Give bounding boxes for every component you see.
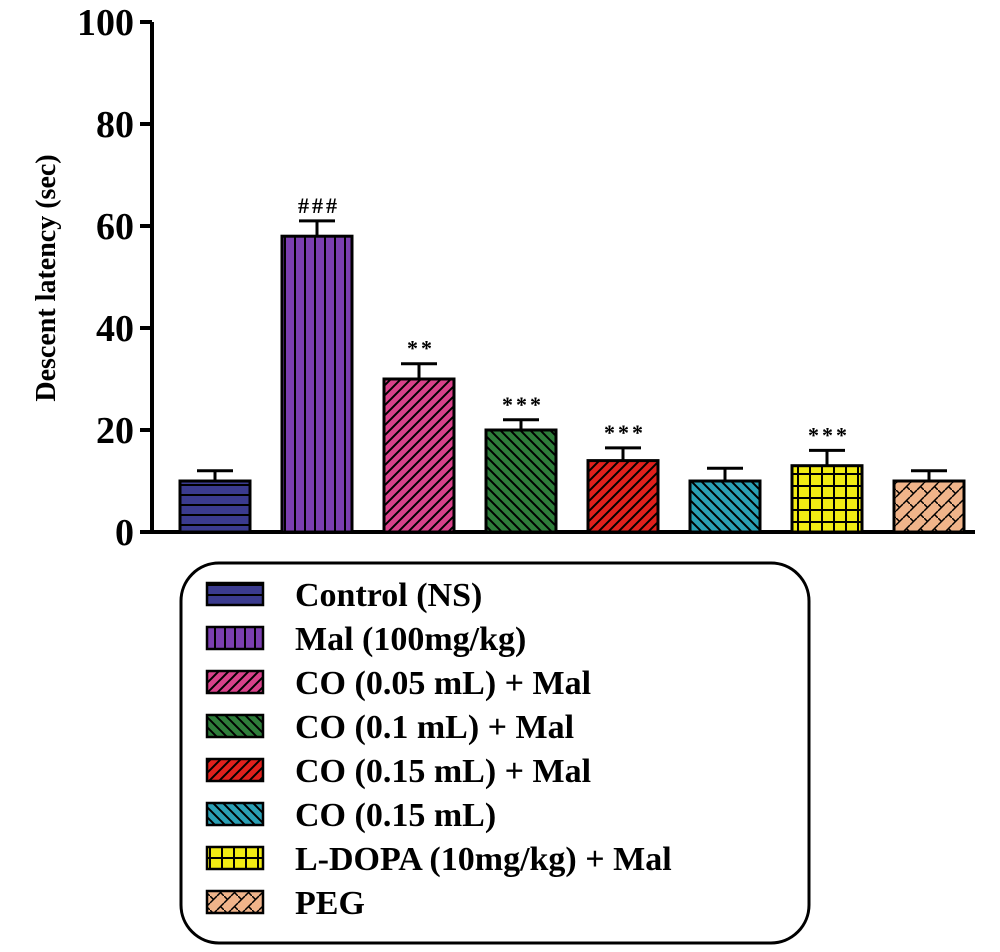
y-tick-label: 0 — [115, 512, 134, 554]
bars: ###******** *** — [178, 193, 966, 534]
legend-label: L-DOPA (10mg/kg) + Mal — [295, 841, 672, 878]
legend-swatch — [205, 581, 265, 607]
bar — [892, 479, 966, 534]
bar — [586, 459, 660, 534]
legend-swatch — [205, 669, 265, 695]
y-tick-label: 60 — [96, 206, 134, 248]
significance-label: ** — [407, 336, 435, 361]
legend-label: CO (0.1 mL) + Mal — [295, 709, 574, 746]
legend-label: CO (0.15 mL) — [295, 797, 496, 834]
significance-label: *** — [808, 422, 850, 447]
legend: Control (NS) Mal (100mg/kg) CO (0.05 mL) +… — [179, 561, 811, 945]
legend-box — [179, 561, 811, 945]
legend-swatch — [205, 713, 265, 739]
y-tick-label: 20 — [96, 410, 134, 452]
y-tick-label: 40 — [96, 308, 134, 350]
legend-label: CO (0.15 mL) + Mal — [295, 753, 591, 790]
y-tick-label: 80 — [96, 104, 134, 146]
significance-label: *** — [502, 392, 544, 417]
bar — [280, 234, 354, 534]
significance-label: ### — [298, 193, 340, 218]
bar — [688, 479, 762, 534]
y-tick-label: 100 — [77, 2, 134, 44]
legend-label: CO (0.05 mL) + Mal — [295, 665, 591, 702]
legend-swatch — [205, 801, 265, 827]
bar — [178, 479, 252, 534]
legend-swatch — [205, 625, 265, 651]
legend-swatch — [205, 757, 265, 783]
bar — [484, 428, 558, 534]
bar — [790, 464, 864, 534]
legend-swatch — [205, 889, 265, 915]
legend-label: Mal (100mg/kg) — [295, 621, 526, 658]
bar — [382, 377, 456, 534]
y-axis-label: Descent latency (sec) — [31, 154, 62, 401]
significance-label: *** — [604, 420, 646, 445]
legend-label: Control (NS) — [295, 577, 482, 614]
legend-label: PEG — [295, 885, 365, 922]
legend-swatch — [205, 845, 265, 871]
